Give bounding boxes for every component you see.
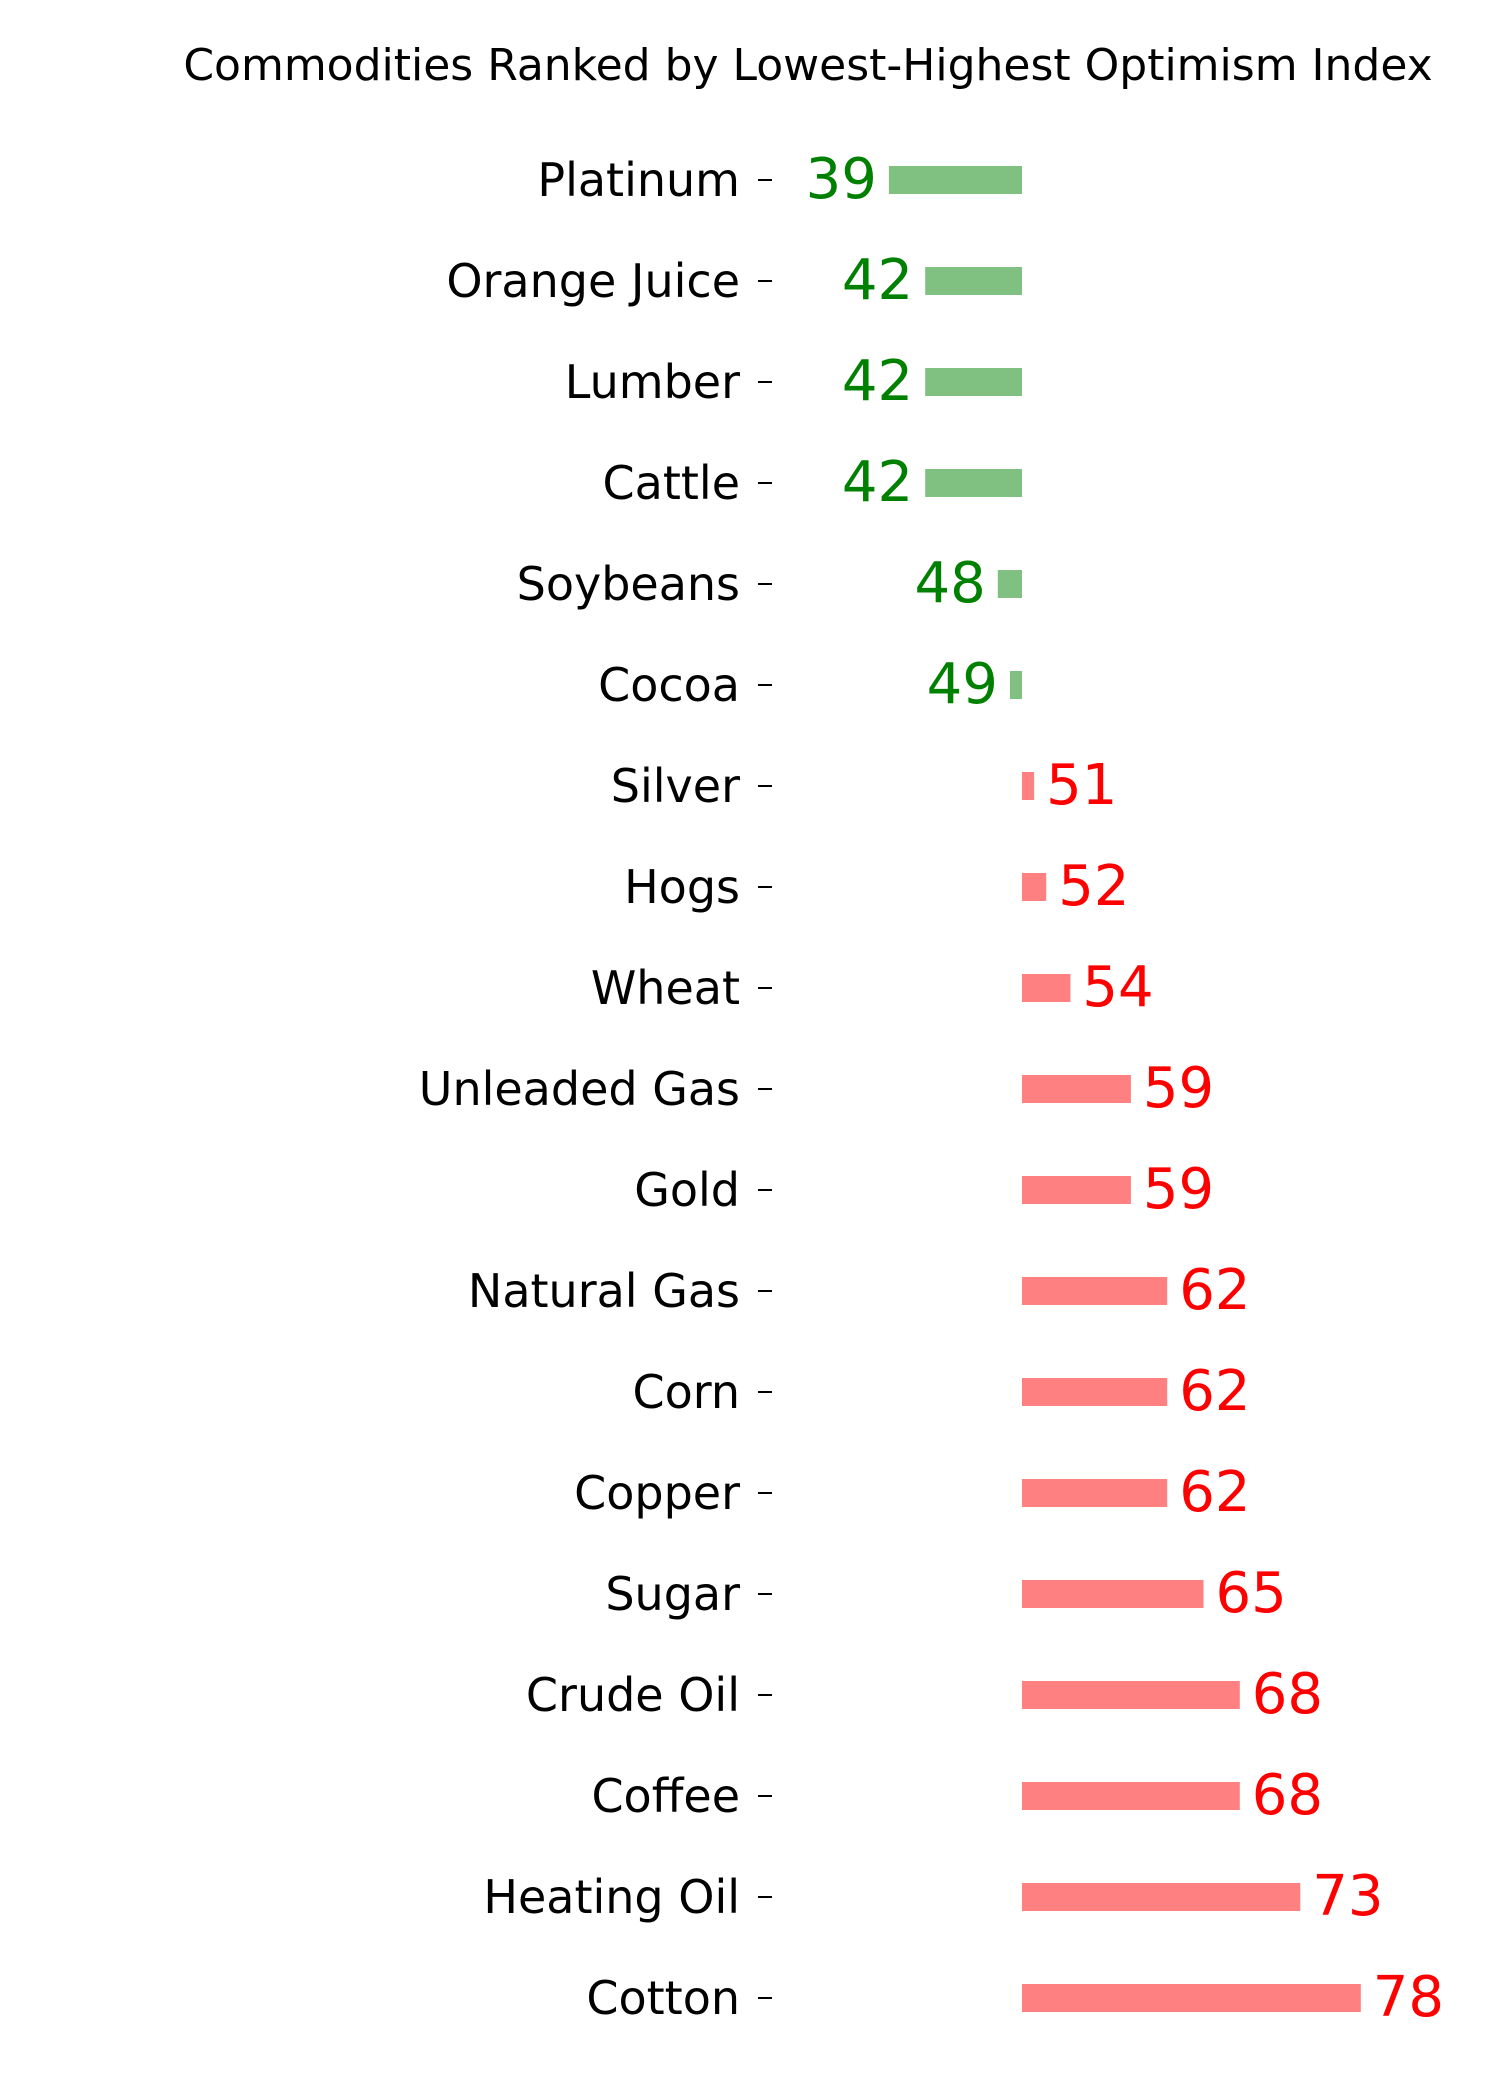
value-label: 54 — [1082, 955, 1153, 1020]
category-label: Wheat — [591, 961, 740, 1015]
value-label: 78 — [1373, 1965, 1444, 2030]
value-label: 62 — [1179, 1359, 1250, 1424]
category-label: Crude Oil — [526, 1668, 740, 1722]
category-label: Unleaded Gas — [419, 1062, 740, 1116]
chart-rows: Platinum 39 Orange Juice 42 Lumber 42 Cattle 42… — [419, 147, 1444, 2030]
bar — [888, 166, 1022, 194]
value-label: 52 — [1058, 854, 1129, 919]
category-label: Corn — [632, 1365, 740, 1419]
category-label: Gold — [634, 1163, 740, 1217]
bar — [925, 368, 1022, 396]
bar — [925, 267, 1022, 295]
category-label: Copper — [574, 1466, 740, 1520]
bar — [1022, 1782, 1240, 1810]
bar — [1022, 772, 1035, 800]
category-label: Cattle — [603, 456, 740, 510]
category-label: Lumber — [565, 355, 740, 409]
bar — [1009, 671, 1022, 699]
bar — [1022, 1580, 1204, 1608]
value-label: 49 — [927, 652, 998, 717]
bar — [1022, 1681, 1240, 1709]
value-label: 59 — [1143, 1157, 1214, 1222]
value-label: 39 — [806, 147, 877, 212]
bar — [925, 469, 1022, 497]
category-label: Heating Oil — [483, 1870, 740, 1924]
bar — [1022, 1277, 1168, 1305]
bar — [1022, 974, 1071, 1002]
value-label: 59 — [1143, 1056, 1214, 1121]
value-label: 42 — [842, 349, 913, 414]
value-label: 62 — [1179, 1258, 1250, 1323]
category-label: Silver — [611, 759, 740, 813]
bar — [1022, 1479, 1168, 1507]
value-label: 68 — [1252, 1763, 1323, 1828]
value-label: 62 — [1179, 1460, 1250, 1525]
bar — [1022, 873, 1047, 901]
bar — [1022, 1883, 1301, 1911]
bar — [1022, 1984, 1361, 2012]
category-label: Hogs — [624, 860, 740, 914]
value-label: 42 — [842, 248, 913, 313]
chart-title: Commodities Ranked by Lowest-Highest Opt… — [183, 40, 1432, 91]
bar — [1022, 1075, 1131, 1103]
category-label: Coffee — [591, 1769, 740, 1823]
bar — [1022, 1176, 1131, 1204]
value-label: 73 — [1312, 1864, 1383, 1929]
category-label: Natural Gas — [468, 1264, 740, 1318]
category-label: Cotton — [586, 1971, 740, 2025]
value-label: 48 — [915, 551, 986, 616]
category-label: Sugar — [605, 1567, 740, 1621]
value-label: 65 — [1216, 1561, 1287, 1626]
category-label: Platinum — [537, 153, 740, 207]
value-label: 42 — [842, 450, 913, 515]
category-label: Soybeans — [517, 557, 740, 611]
value-label: 51 — [1046, 753, 1117, 818]
category-label: Cocoa — [598, 658, 740, 712]
category-label: Orange Juice — [446, 254, 740, 308]
value-label: 68 — [1252, 1662, 1323, 1727]
bar — [1022, 1378, 1168, 1406]
bar — [997, 570, 1022, 598]
